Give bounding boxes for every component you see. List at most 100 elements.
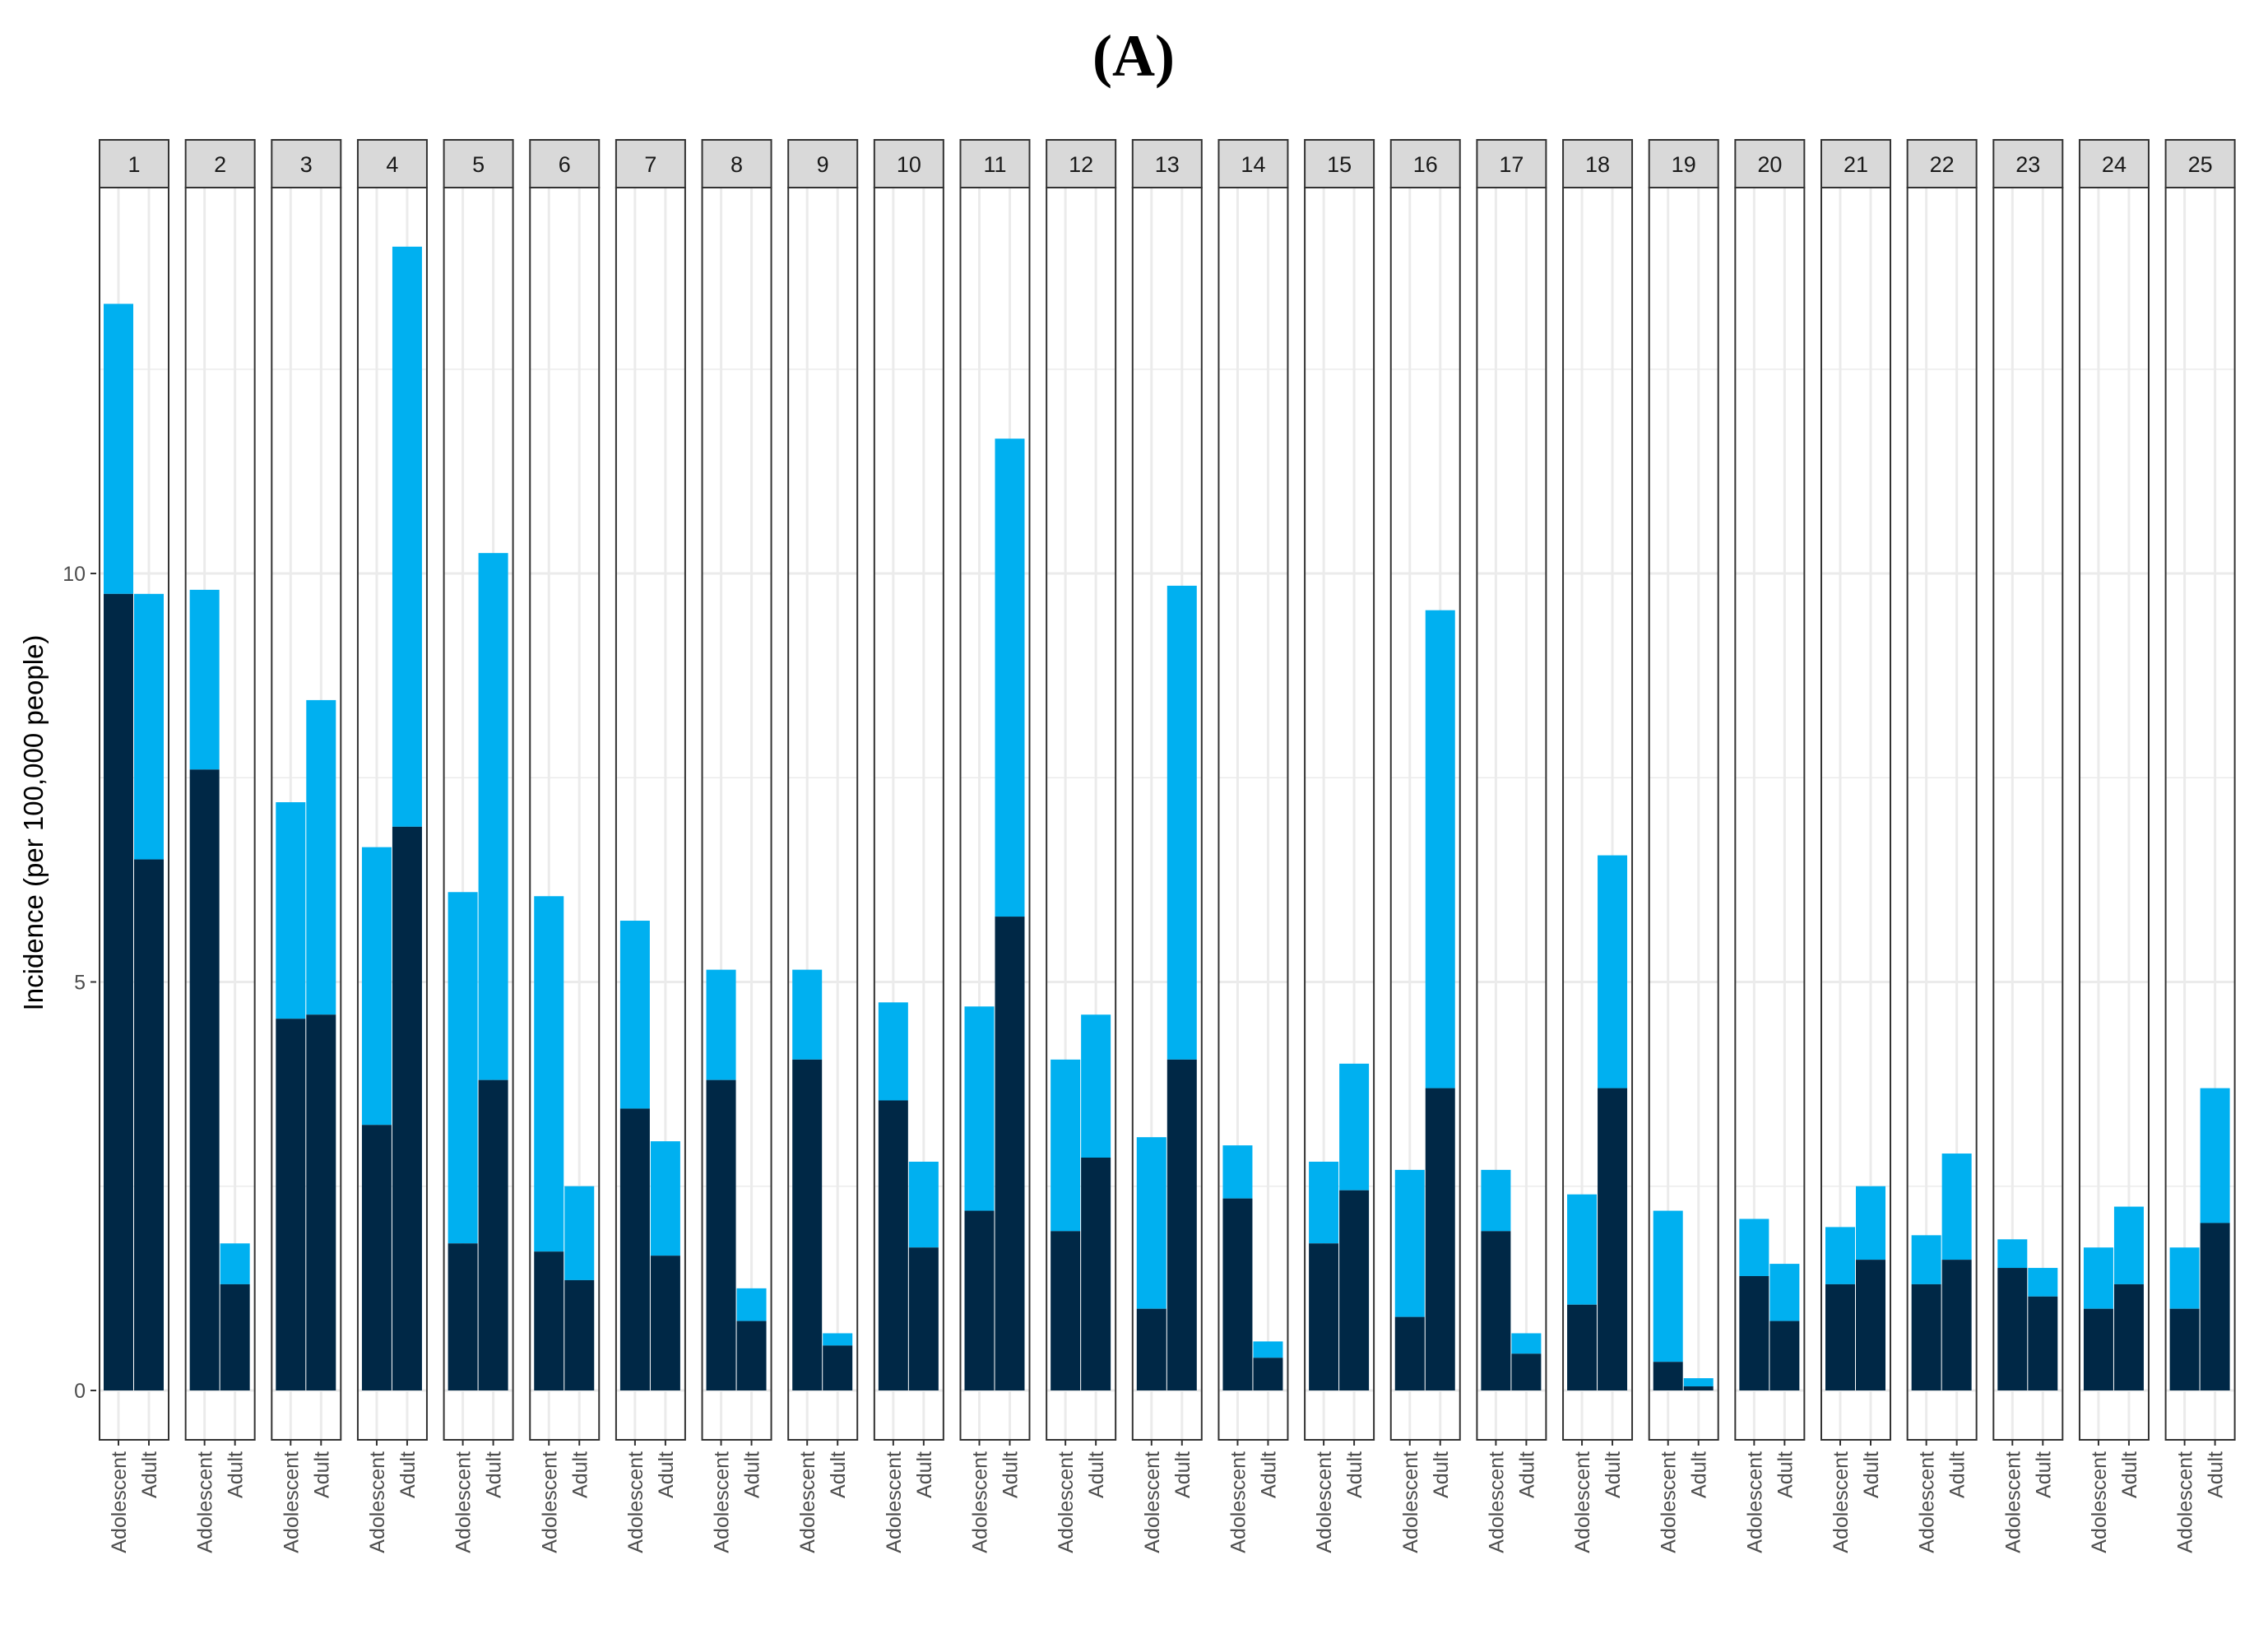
x-tick-label: Adult [2205, 1451, 2228, 1498]
x-tick-label: Adolescent [1227, 1451, 1250, 1553]
bar-lower-segment [361, 1125, 392, 1390]
bar-upper-segment [306, 699, 336, 1015]
bar-lower-segment [2083, 1308, 2113, 1390]
bar-lower-segment [1598, 1088, 1628, 1390]
bar-upper-segment [2113, 1206, 2144, 1284]
facet-strip-label: 6 [559, 152, 571, 177]
x-tick-label: Adolescent [366, 1451, 389, 1553]
facet-panel: 14 Adolescent Adult [1217, 139, 1289, 1553]
bar-lower-segment [448, 1243, 478, 1390]
bar-upper-segment [1136, 1137, 1166, 1309]
x-tick-label: Adolescent [1141, 1451, 1164, 1553]
x-tick-label: Adult [655, 1451, 678, 1498]
bar-upper-segment [276, 802, 306, 1019]
bar-lower-segment [706, 1079, 736, 1390]
facet-strip-label: 12 [1069, 152, 1093, 177]
bar-upper-segment [1683, 1378, 1714, 1387]
bar-lower-segment [1425, 1088, 1455, 1390]
bar-lower-segment [619, 1108, 650, 1390]
facet-strip [1217, 139, 1289, 188]
bar-lower-segment [1856, 1260, 1885, 1390]
bar-lower-segment [1253, 1358, 1283, 1390]
x-tick-label: Adult [2118, 1451, 2141, 1498]
bar-lower-segment [1081, 1157, 1111, 1390]
x-tick-label: Adolescent [1658, 1451, 1681, 1553]
facet-panel: 19 Adolescent Adult [1648, 139, 1719, 1553]
bar-upper-segment [995, 439, 1025, 917]
x-tick-label: Adolescent [1830, 1451, 1853, 1553]
facet-strip [873, 139, 944, 188]
x-tick-label: Adult [397, 1451, 420, 1498]
facet-panel: 3 Adolescent Adult [271, 139, 342, 1553]
facet-strip-label: 15 [1327, 152, 1352, 177]
bar-lower-segment [134, 859, 164, 1390]
facet-panel: 23 Adolescent Adult [1992, 139, 2064, 1553]
facet-strip [184, 139, 256, 188]
facet-strip-label: 16 [1413, 152, 1438, 177]
bar-upper-segment [1253, 1341, 1283, 1358]
bar-upper-segment [1339, 1063, 1370, 1191]
facet-strip [1734, 139, 1806, 188]
bar-lower-segment [1825, 1284, 1855, 1390]
facet-strip-label: 5 [472, 152, 485, 177]
bar-lower-segment [736, 1321, 767, 1390]
x-tick-label: Adolescent [711, 1451, 734, 1553]
bar-upper-segment [823, 1333, 853, 1346]
x-tick-label: Adolescent [1743, 1451, 1766, 1553]
x-tick-label: Adolescent [538, 1451, 561, 1553]
facet-strip-label: 11 [983, 152, 1006, 177]
bar-upper-segment [534, 896, 564, 1252]
facet-panel: 15 Adolescent Adult [1304, 139, 1375, 1553]
facet-panel: 22 Adolescent Adult [1906, 139, 1978, 1553]
bar-upper-segment [1394, 1169, 1425, 1317]
x-tick-label: Adolescent [108, 1451, 131, 1553]
bar-upper-segment [478, 553, 508, 1080]
x-tick-label: Adult [1257, 1451, 1280, 1498]
facet-panel: 21 Adolescent Adult [1820, 139, 1891, 1553]
x-tick-label: Adult [568, 1451, 591, 1498]
facet-strip [443, 139, 514, 188]
bar-lower-segment [1683, 1386, 1714, 1390]
x-tick-label: Adolescent [2001, 1451, 2025, 1553]
bar-upper-segment [392, 246, 422, 827]
facet-strip [1648, 139, 1719, 188]
bar-lower-segment [1166, 1059, 1197, 1390]
facet-strip [2164, 139, 2236, 188]
facet-panel: 7 Adolescent Adult [615, 139, 686, 1553]
facet-strip [1304, 139, 1375, 188]
facet-strip-label: 23 [2015, 152, 2040, 177]
bar-upper-segment [1081, 1014, 1111, 1158]
x-tick-label: Adult [1430, 1451, 1453, 1498]
bar-lower-segment [1769, 1321, 1800, 1390]
facet-strip [1992, 139, 2064, 188]
bar-upper-segment [1739, 1219, 1769, 1276]
facet-strip-label: 17 [1499, 152, 1524, 177]
facet-strip-label: 14 [1241, 152, 1265, 177]
bar-upper-segment [1825, 1227, 1855, 1284]
facet-panel: 6 Adolescent Adult [529, 139, 601, 1553]
facet-strip [615, 139, 686, 188]
facet-strip [787, 139, 859, 188]
bar-upper-segment [1769, 1264, 1800, 1321]
bar-lower-segment [276, 1019, 306, 1390]
facet-strip-label: 24 [2102, 152, 2127, 177]
bar-upper-segment [736, 1288, 767, 1321]
facet-panel: 24 Adolescent Adult [2078, 139, 2150, 1553]
bar-lower-segment [2113, 1284, 2144, 1390]
facet-strip [1131, 139, 1203, 188]
facet-panel: 8 Adolescent Adult [701, 139, 772, 1553]
bar-upper-segment [619, 921, 650, 1109]
x-tick-label: Adult [1085, 1451, 1108, 1498]
bar-lower-segment [104, 593, 133, 1390]
bar-lower-segment [995, 917, 1025, 1390]
bar-upper-segment [104, 304, 133, 594]
facet-panel: 10 Adolescent Adult [873, 139, 944, 1553]
x-tick-label: Adolescent [969, 1451, 992, 1553]
x-tick-label: Adult [225, 1451, 248, 1498]
facet-strip-label: 4 [386, 152, 398, 177]
facet-strip [529, 139, 601, 188]
bar-lower-segment [564, 1279, 595, 1390]
bar-upper-segment [706, 969, 736, 1080]
bar-upper-segment [1481, 1169, 1511, 1232]
facet-strip [701, 139, 772, 188]
